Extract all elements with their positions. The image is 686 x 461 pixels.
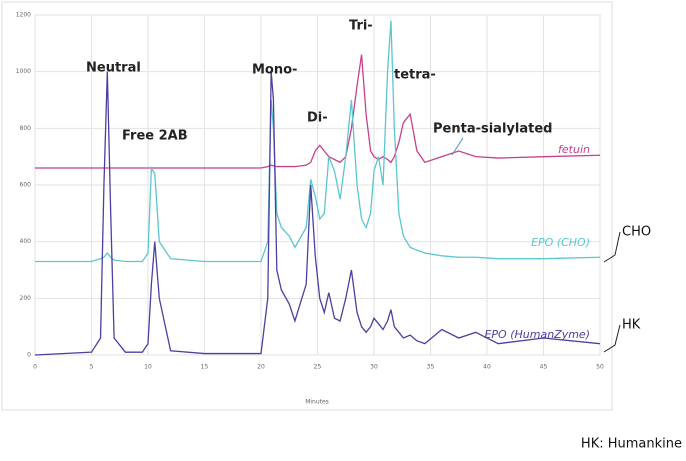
series-line [35,54,601,169]
x-tick-label: 50 [596,364,604,371]
peak-annotation: tetra- [394,68,436,83]
x-tick-label: 10 [144,364,152,371]
y-tick-label: 200 [20,295,32,302]
peak-annotation: Di- [307,111,328,126]
annotation-pointer [451,137,464,156]
x-tick-label: 45 [540,364,548,371]
trace-label: fetuin [558,143,590,156]
side-label: HK [622,318,641,333]
peak-annotation: Mono- [252,63,297,78]
trace-label: EPO (HumanZyme) [484,328,590,341]
y-tick-label: 0 [27,352,31,359]
peak-annotation: Free 2AB [122,129,188,144]
y-tick-label: 800 [20,125,32,132]
peak-annotation: Penta-sialylated [433,122,552,137]
side-label: CHO [622,225,651,240]
x-tick-label: 25 [314,364,322,371]
peak-annotation: Neutral [86,61,141,76]
y-tick-label: 400 [20,238,32,245]
x-tick-label: 5 [90,364,94,371]
leader-line [603,324,621,353]
series-line [34,71,601,356]
x-tick-label: 20 [257,364,265,371]
x-tick-label: 35 [427,364,435,371]
footnote: HK: Humankine [581,437,682,452]
y-tick-label: 600 [20,182,32,189]
x-axis-label: Minutes [305,399,329,406]
series-line [35,20,601,263]
peak-annotation: Tri- [349,19,373,34]
x-tick-label: 30 [370,364,378,371]
y-tick-label: 1200 [16,12,31,19]
trace-label: EPO (CHO) [531,236,590,249]
x-tick-label: 15 [201,364,209,371]
x-tick-label: 40 [483,364,491,371]
y-tick-label: 1000 [16,68,31,75]
x-tick-label: 0 [33,364,37,371]
leader-line [603,231,621,263]
